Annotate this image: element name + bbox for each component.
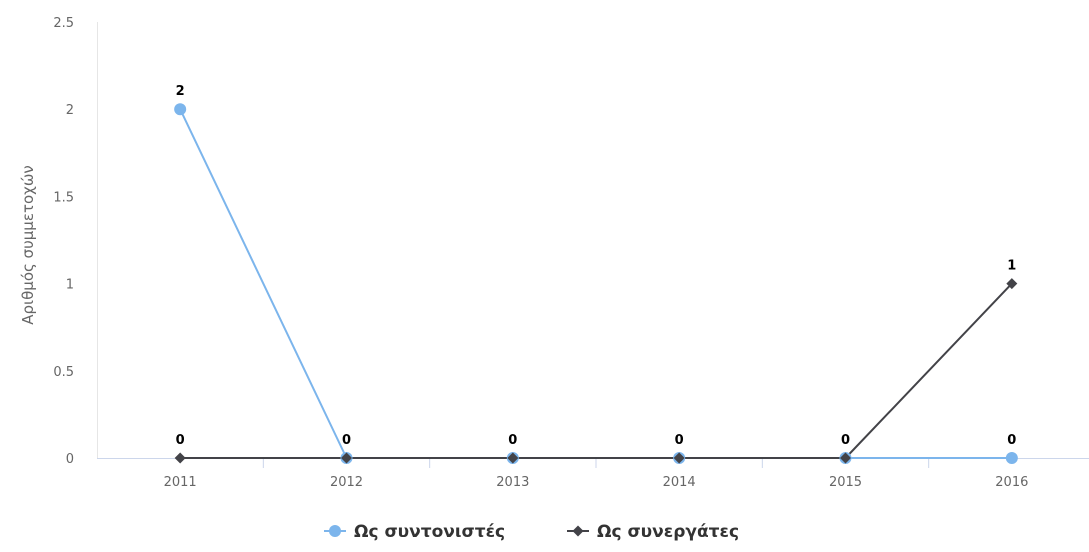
legend-marker <box>329 525 341 537</box>
series-line <box>180 282 1013 459</box>
legend-item[interactable]: Ως συντονιστές <box>324 522 505 542</box>
series-point[interactable] <box>1006 278 1018 290</box>
x-tick-label: 2015 <box>829 475 862 490</box>
series-point[interactable] <box>174 103 187 116</box>
legend-label: Ως συνεργάτες <box>597 522 739 542</box>
data-label: 1 <box>1007 259 1016 274</box>
series-point[interactable] <box>673 452 685 464</box>
x-tick-label: 2016 <box>995 475 1028 490</box>
legend: Ως συντονιστές Ως συνεργάτες <box>324 522 739 542</box>
data-label: 2 <box>176 84 185 99</box>
x-axis-ticks: 2011 2012 2013 2014 2015 2016 <box>164 458 1028 490</box>
data-label: 0 <box>176 433 185 448</box>
y-axis-title: Αριθμός συμμετοχών <box>19 165 37 325</box>
series-point[interactable] <box>1005 452 1018 464</box>
legend-item[interactable]: Ως συνεργάτες <box>567 522 739 542</box>
y-tick-label: 2.5 <box>53 16 74 31</box>
y-tick-label: 2 <box>66 103 74 118</box>
legend-label: Ως συντονιστές <box>354 522 505 542</box>
data-label: 0 <box>841 433 850 448</box>
legend-marker <box>572 525 584 537</box>
x-tick-label: 2014 <box>663 475 696 490</box>
series-point[interactable] <box>174 452 186 464</box>
y-tick-label: 0 <box>66 452 74 467</box>
series-layer <box>174 103 1018 464</box>
series-point[interactable] <box>840 452 851 464</box>
y-tick-label: 0.5 <box>53 365 74 380</box>
y-tick-label: 1.5 <box>53 190 74 205</box>
data-label: 0 <box>508 433 517 448</box>
x-tick-label: 2011 <box>164 475 197 490</box>
data-labels: 2 0 0 0 0 0 0 1 <box>176 84 1017 448</box>
series-line <box>179 108 1012 459</box>
series-point[interactable] <box>341 452 352 464</box>
data-label: 0 <box>342 433 351 448</box>
y-tick-label: 1 <box>66 278 74 293</box>
y-axis-ticks: 0 0.5 1 1.5 2 2.5 <box>53 16 74 467</box>
x-tick-label: 2012 <box>330 475 363 490</box>
series-point[interactable] <box>507 452 519 464</box>
data-label: 0 <box>1007 433 1016 448</box>
x-tick-label: 2013 <box>496 475 529 490</box>
data-label: 0 <box>675 433 684 448</box>
